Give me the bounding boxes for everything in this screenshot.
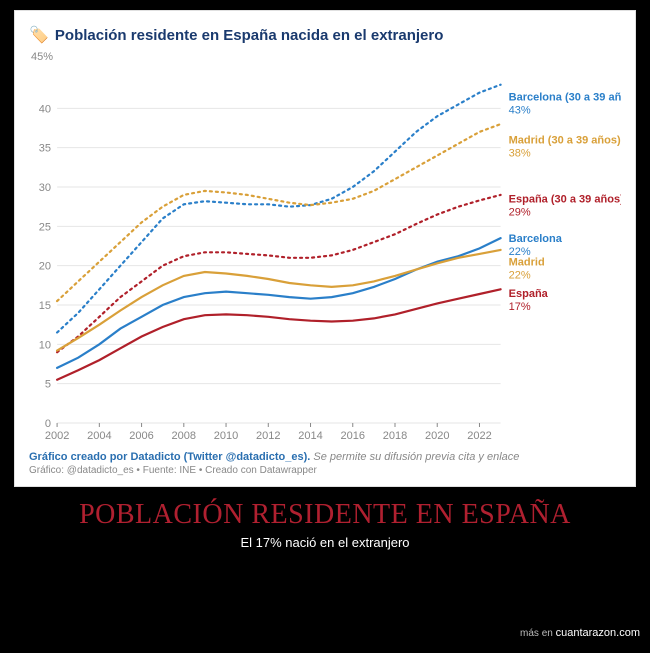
credit-terms: Se permite su difusión previa cita y enl… bbox=[310, 451, 519, 463]
poster-subtitle: El 17% nació en el extranjero bbox=[0, 535, 650, 550]
y-tick-label: 30 bbox=[39, 182, 51, 194]
x-tick-label: 2014 bbox=[298, 430, 323, 442]
y-tick-label: 15 bbox=[39, 300, 51, 312]
chart-plot-area: 0 5 10 15 20 25 30 35 40 2002 2004 2006 2008 2010 2012… bbox=[29, 65, 621, 445]
x-tick-label: 2020 bbox=[425, 430, 450, 442]
series-label: Madrid (30 a 39 años) bbox=[509, 135, 621, 147]
y-tick-label: 40 bbox=[39, 103, 51, 115]
x-tick-label: 2018 bbox=[383, 430, 408, 442]
series-label: Madrid bbox=[509, 257, 545, 269]
chart-credit-line-1: Gráfico creado por Datadicto (Twitter @d… bbox=[29, 451, 621, 463]
series-value: 43% bbox=[509, 104, 531, 116]
credit-author: Gráfico creado por Datadicto (Twitter @d… bbox=[29, 451, 310, 463]
x-tick-label: 2010 bbox=[214, 430, 239, 442]
tag-icon: 🏷️ bbox=[29, 25, 49, 45]
x-tick-label: 2002 bbox=[45, 430, 70, 442]
poster-footer: más en cuantarazon.com bbox=[520, 627, 640, 639]
series-espana_3039 bbox=[57, 195, 500, 352]
series-value: 22% bbox=[509, 270, 531, 282]
chart-svg: 0 5 10 15 20 25 30 35 40 2002 2004 2006 2008 2010 2012… bbox=[29, 65, 621, 445]
y-tick-label: 25 bbox=[39, 221, 51, 233]
x-tick-label: 2008 bbox=[172, 430, 197, 442]
chart-credit-line-2: Gráfico: @datadicto_es • Fuente: INE • C… bbox=[29, 465, 621, 476]
series-espana bbox=[57, 289, 500, 379]
footer-site: cuantarazon.com bbox=[556, 627, 640, 639]
series-madrid_3039 bbox=[57, 124, 500, 301]
y-tick-label: 5 bbox=[45, 379, 51, 391]
x-tick-label: 2022 bbox=[467, 430, 492, 442]
x-tick-label: 2006 bbox=[129, 430, 154, 442]
y-axis-top-label: 45% bbox=[31, 51, 621, 63]
x-tick-label: 2016 bbox=[340, 430, 365, 442]
chart-title: Población residente en España nacida en … bbox=[55, 27, 443, 44]
footer-prefix: más en bbox=[520, 628, 556, 639]
chart-title-row: 🏷️ Población residente en España nacida … bbox=[29, 25, 621, 45]
y-tick-label: 20 bbox=[39, 261, 51, 273]
x-tick-label: 2004 bbox=[87, 430, 112, 442]
series-madrid bbox=[57, 250, 500, 351]
series-label: España (30 a 39 años) bbox=[509, 194, 621, 206]
series-value: 38% bbox=[509, 148, 531, 160]
series-label: España bbox=[509, 288, 549, 300]
poster-title: POBLACIÓN RESIDENTE EN ESPAÑA bbox=[0, 499, 650, 531]
series-label: Barcelona (30 a 39 años) bbox=[509, 91, 621, 103]
x-tick-label: 2012 bbox=[256, 430, 281, 442]
y-tick-label: 10 bbox=[39, 339, 51, 351]
series-label: Barcelona bbox=[509, 233, 563, 245]
series-value: 29% bbox=[509, 207, 531, 219]
y-tick-label: 0 bbox=[45, 418, 51, 430]
series-value: 17% bbox=[509, 301, 531, 313]
y-tick-label: 35 bbox=[39, 143, 51, 155]
series-barcelona bbox=[57, 238, 500, 368]
chart-card: 🏷️ Población residente en España nacida … bbox=[14, 10, 636, 487]
